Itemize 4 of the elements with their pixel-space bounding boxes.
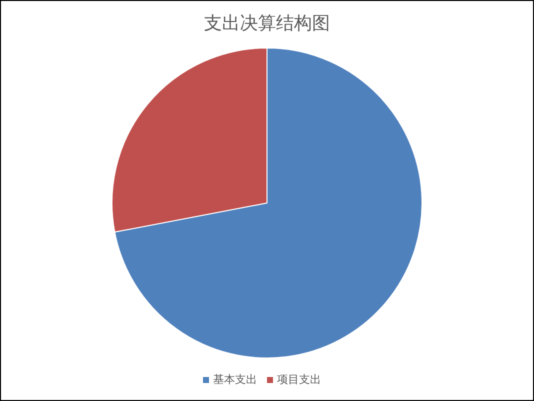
pie-slice xyxy=(114,48,422,358)
legend-label: 基本支出 xyxy=(213,373,257,386)
chart-title: 支出决算结构图 xyxy=(204,13,330,34)
legend-label: 项目支出 xyxy=(277,373,321,386)
